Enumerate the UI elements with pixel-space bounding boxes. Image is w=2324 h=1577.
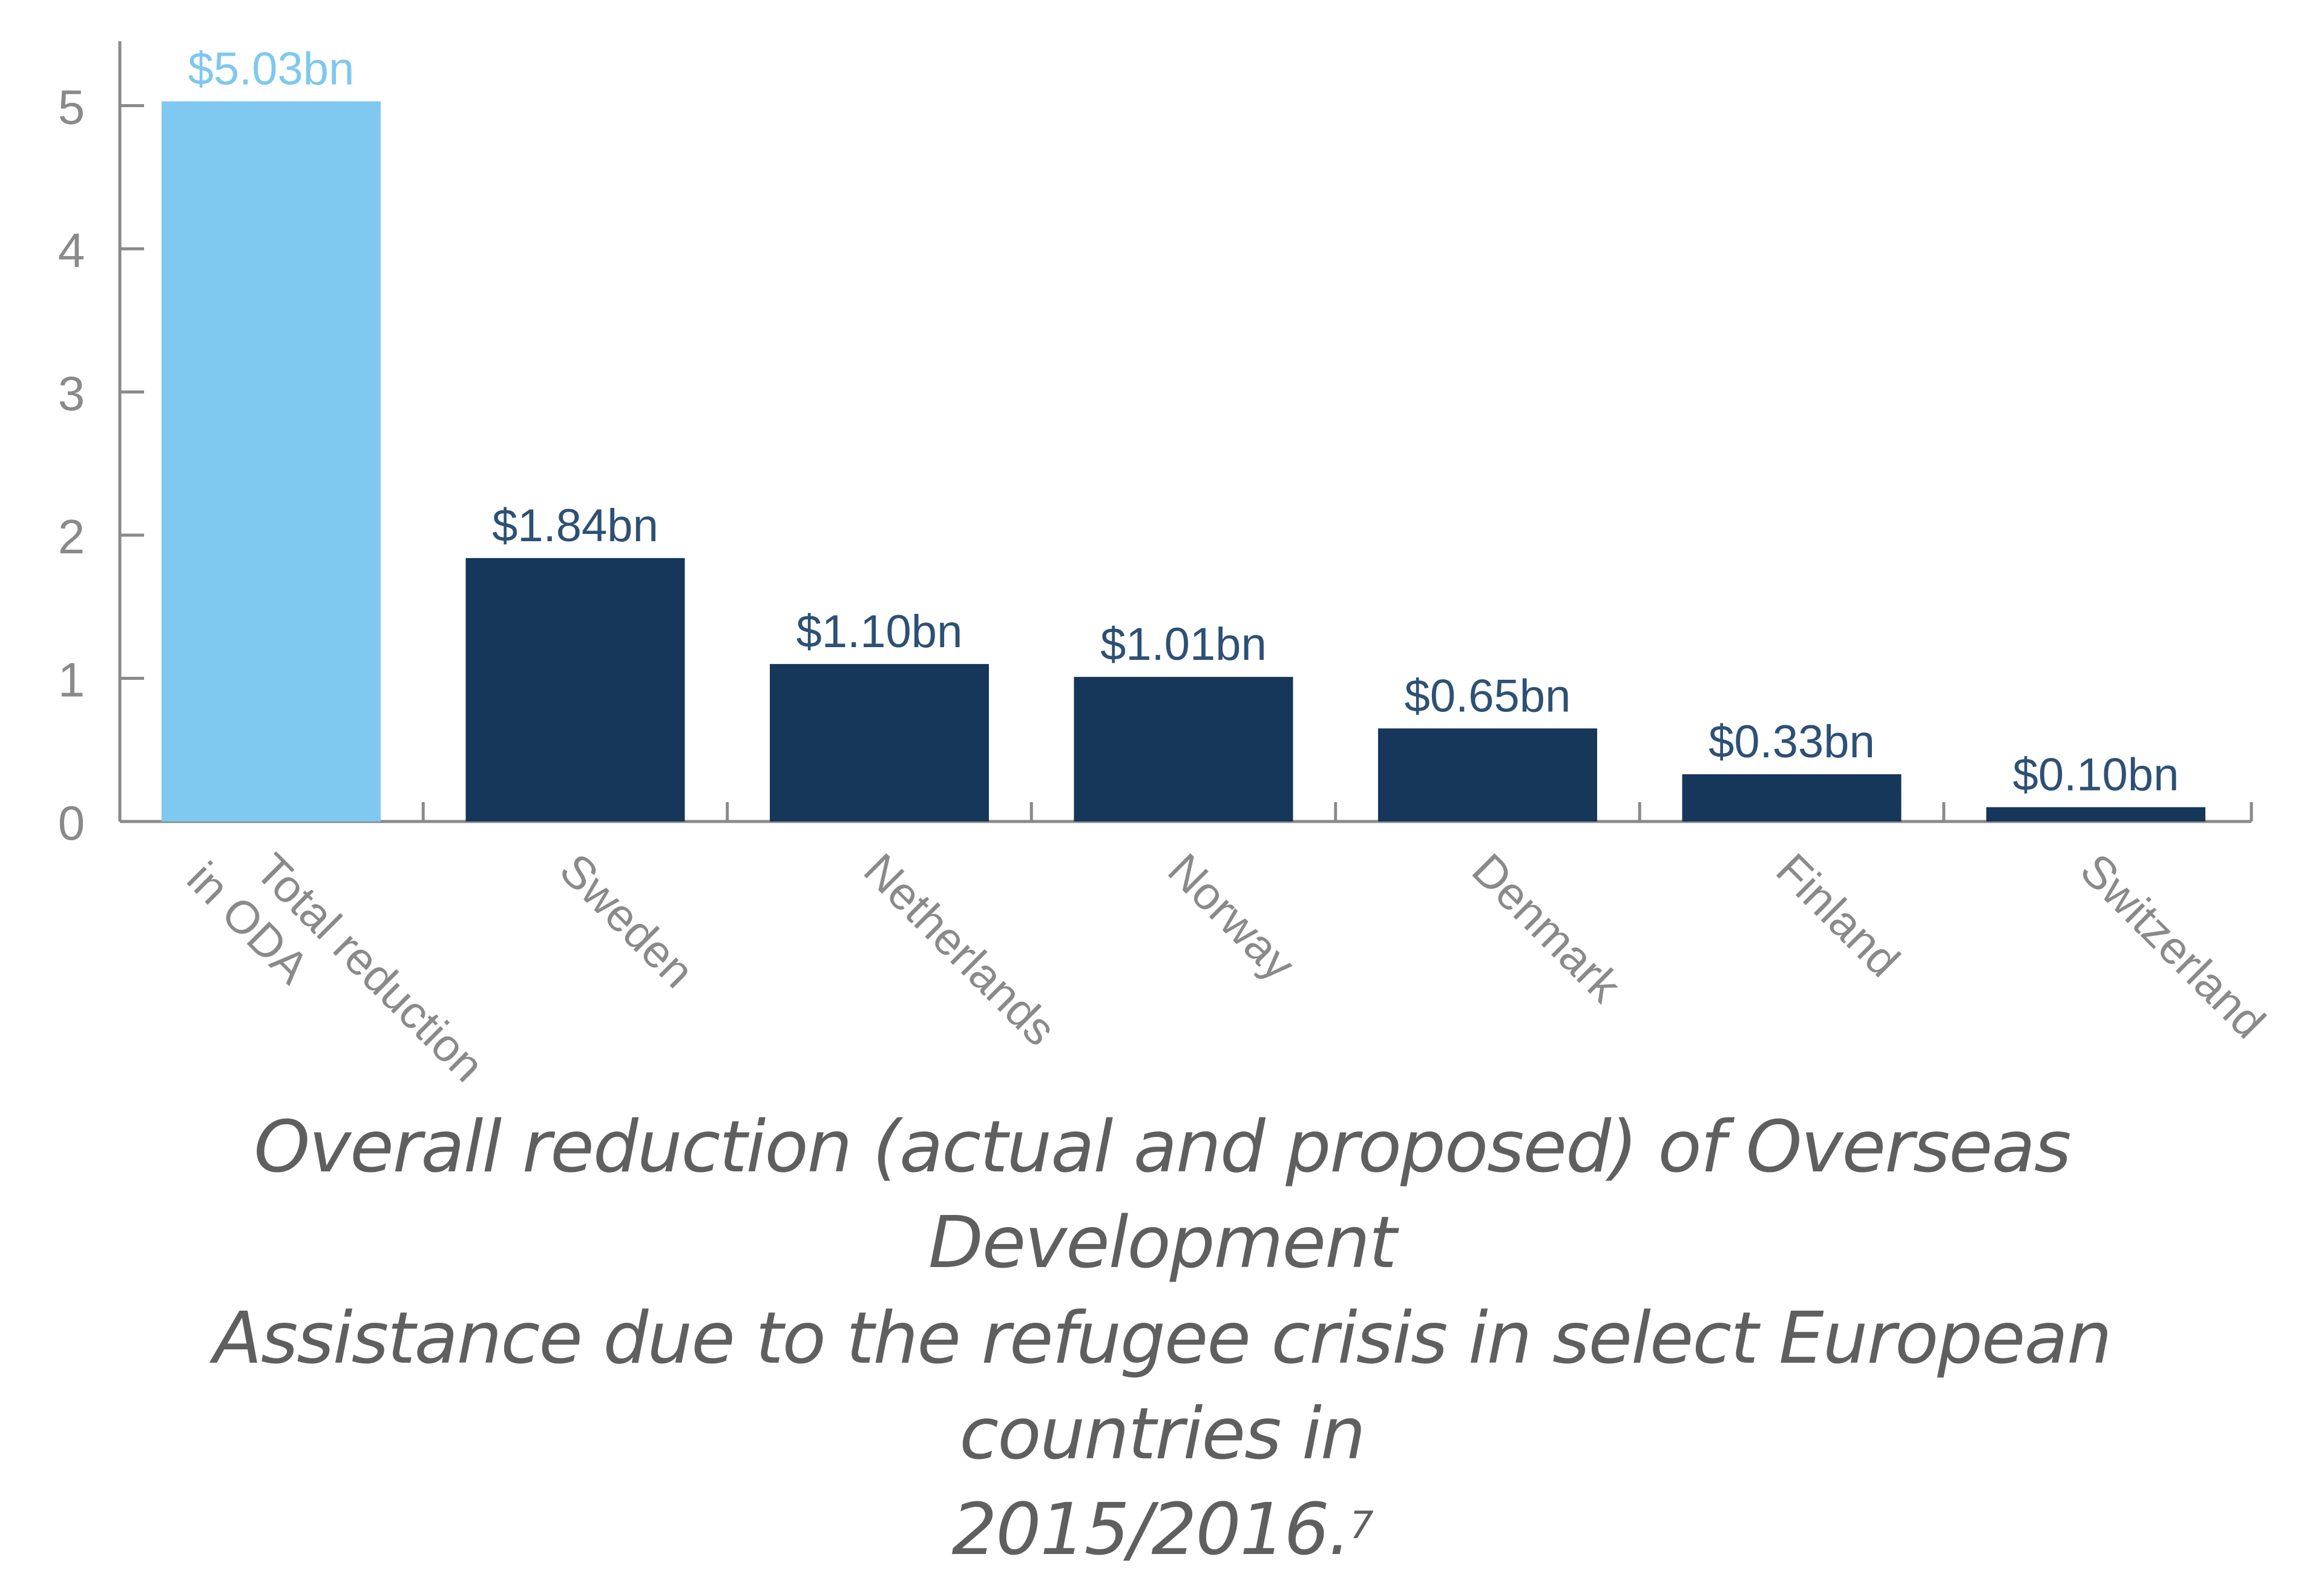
caption-line-3: 2015/2016.7	[61, 1481, 2263, 1577]
category-labels: Total reductionin ODA Sweden Netherlands No…	[177, 814, 2275, 1090]
bar-value-label: $1.10bn	[796, 606, 963, 657]
y-tick-label: 3	[58, 367, 85, 421]
bar-value-label: $0.65bn	[1405, 670, 1571, 722]
bar-value-label: $0.10bn	[2013, 749, 2179, 800]
x-category-label: Norway	[1158, 844, 1304, 990]
caption-line-2: Assistance due to the refugee crisis in …	[213, 1296, 2112, 1475]
caption-year: 2015/2016.	[951, 1487, 1351, 1571]
bar	[1682, 774, 1902, 821]
y-tick-label: 0	[58, 796, 85, 850]
x-category-label: Total reductionin ODA	[177, 814, 494, 1090]
x-category-label-line: Sweden	[550, 844, 703, 998]
bars	[162, 101, 2205, 821]
bar-chart: 0 1 2 3 4 5 $5.03bn $1.84bn $1.10bn $1.01bn $0.65…	[58, 41, 2275, 1090]
bar	[1074, 677, 1293, 821]
x-category-label: Netherlands	[854, 844, 1066, 1056]
x-category-label-line: Norway	[1158, 844, 1304, 990]
bar	[1986, 807, 2205, 821]
y-tick-label: 4	[58, 223, 85, 277]
bar	[162, 101, 381, 821]
x-category-label: Finland	[1766, 844, 1909, 987]
bar	[465, 558, 685, 821]
x-category-label-line: Finland	[1766, 844, 1909, 987]
y-axis: 0 1 2 3 4 5	[58, 41, 144, 850]
bar-value-label: $1.84bn	[492, 500, 658, 551]
x-category-label-line: Netherlands	[854, 844, 1066, 1056]
caption-line-1: Overall reduction (actual and proposed) …	[254, 1105, 2072, 1284]
x-category-label-line: Switzerland	[2070, 844, 2275, 1049]
y-tick-label: 5	[58, 81, 85, 134]
data-labels: $5.03bn $1.84bn $1.10bn $1.01bn $0.65bn $0.33…	[188, 43, 2179, 800]
bar-value-label: $0.33bn	[1709, 716, 1875, 768]
y-tick-label: 2	[58, 510, 85, 564]
x-category-label: Switzerland	[2070, 844, 2275, 1049]
footnote-marker: 7	[1350, 1503, 1373, 1547]
bar-value-label: $5.03bn	[188, 43, 355, 94]
x-category-label: Denmark	[1462, 844, 1631, 1013]
y-tick-label: 1	[58, 653, 85, 707]
x-category-label: Sweden	[550, 844, 703, 998]
bar	[770, 663, 989, 821]
x-category-label-line: Denmark	[1462, 844, 1631, 1013]
bar	[1378, 728, 1597, 821]
figure-caption: Overall reduction (actual and proposed) …	[61, 1099, 2263, 1577]
bar-value-label: $1.01bn	[1100, 619, 1267, 670]
